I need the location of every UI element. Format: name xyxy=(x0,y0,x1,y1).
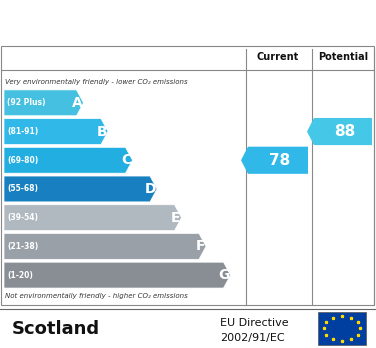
Text: C: C xyxy=(121,153,132,167)
Polygon shape xyxy=(4,119,108,144)
Text: (69-80): (69-80) xyxy=(7,156,38,165)
Polygon shape xyxy=(307,118,372,145)
Text: (55-68): (55-68) xyxy=(7,184,38,193)
Text: Not environmentally friendly - higher CO₂ emissions: Not environmentally friendly - higher CO… xyxy=(5,293,188,299)
Text: D: D xyxy=(144,182,156,196)
Text: (81-91): (81-91) xyxy=(7,127,38,136)
Text: 88: 88 xyxy=(334,124,356,139)
Polygon shape xyxy=(4,205,182,231)
Polygon shape xyxy=(4,176,157,202)
Text: Potential: Potential xyxy=(318,52,368,62)
Text: Environmental Impact (CO: Environmental Impact (CO xyxy=(0,14,188,29)
Bar xyxy=(318,312,366,345)
Text: 2002/91/EC: 2002/91/EC xyxy=(220,333,285,343)
Text: (21-38): (21-38) xyxy=(7,242,38,251)
Text: EU Directive: EU Directive xyxy=(220,318,289,328)
Text: (92 Plus): (92 Plus) xyxy=(7,98,45,107)
Text: (39-54): (39-54) xyxy=(7,213,38,222)
Polygon shape xyxy=(4,234,206,259)
Text: (1-20): (1-20) xyxy=(7,271,33,279)
Text: 78: 78 xyxy=(269,153,291,168)
Text: ) Rating: ) Rating xyxy=(189,14,261,29)
Polygon shape xyxy=(241,147,308,174)
Text: Current: Current xyxy=(257,52,299,62)
Text: A: A xyxy=(72,96,82,110)
Text: F: F xyxy=(196,239,205,253)
Text: Very environmentally friendly - lower CO₂ emissions: Very environmentally friendly - lower CO… xyxy=(5,79,188,85)
Text: G: G xyxy=(218,268,229,282)
Text: Scotland: Scotland xyxy=(12,320,100,338)
Polygon shape xyxy=(4,147,132,173)
Polygon shape xyxy=(4,90,83,116)
Text: 2: 2 xyxy=(188,16,196,26)
Text: B: B xyxy=(96,125,107,139)
Text: E: E xyxy=(171,211,180,225)
Polygon shape xyxy=(4,262,230,288)
